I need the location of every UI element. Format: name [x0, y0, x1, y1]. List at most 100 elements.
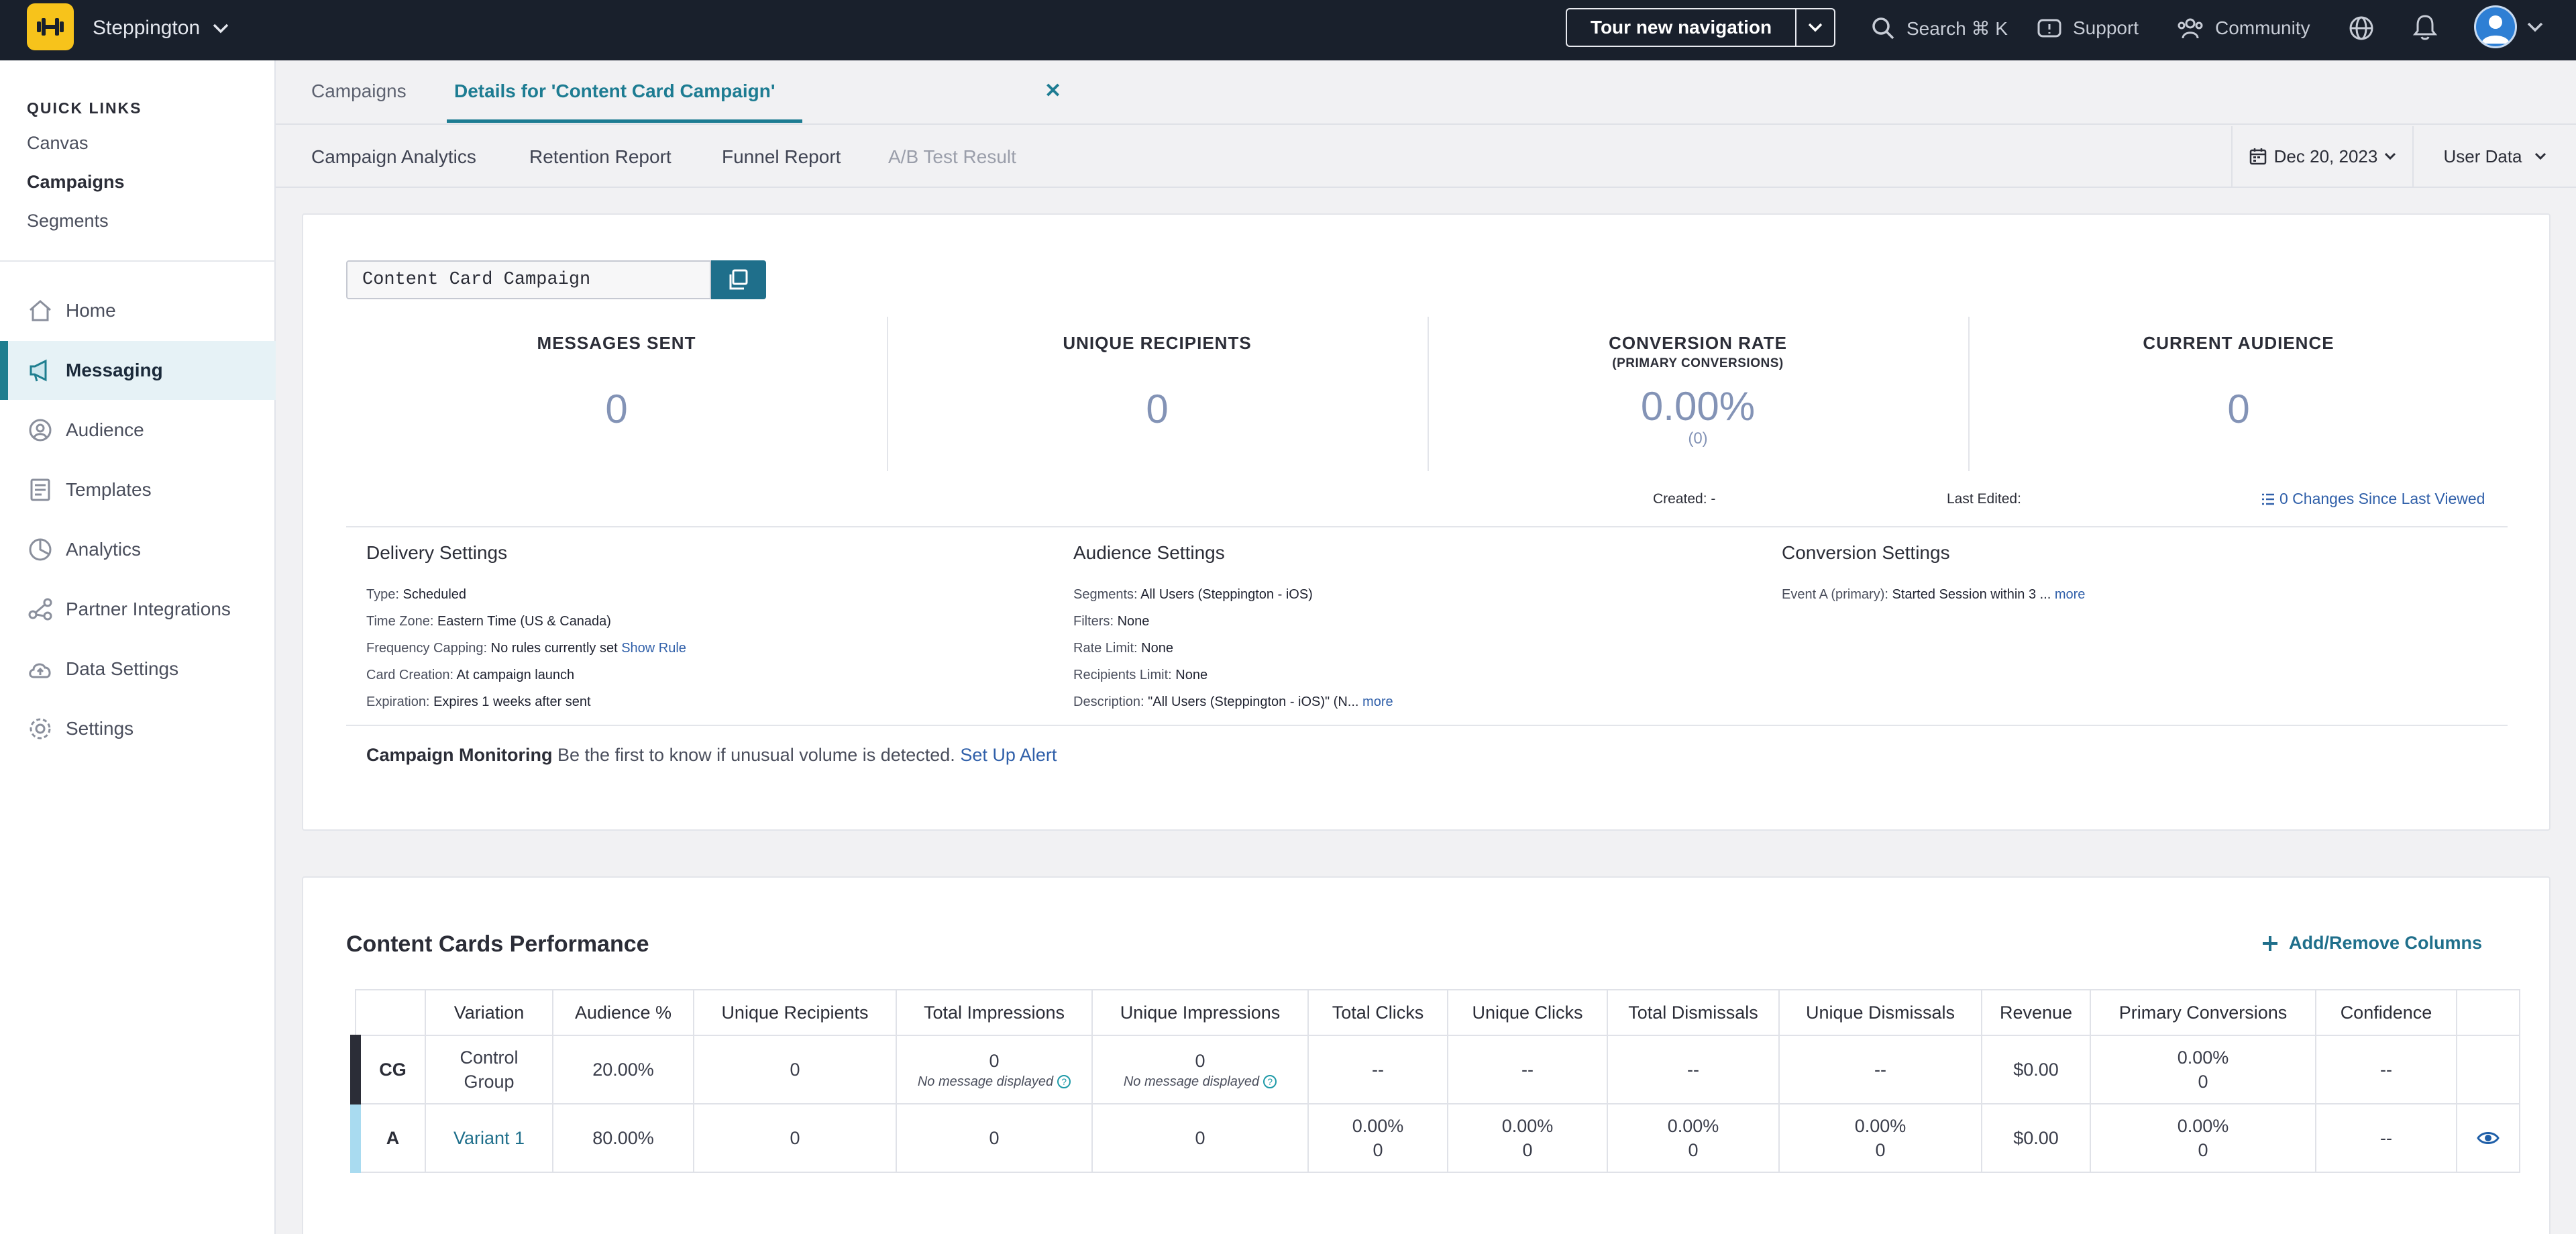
user-data-dropdown[interactable]: User Data [2412, 126, 2576, 187]
cell-value: 0 [1195, 1051, 1205, 1071]
metric-count: (0) [1688, 429, 1708, 448]
column-header-audience-pct: Audience % [552, 989, 694, 1036]
sidebar-item-settings[interactable]: Settings [0, 699, 276, 758]
confidence-cell: -- [2315, 1035, 2457, 1104]
search-label: Search ⌘ K [1907, 17, 2008, 39]
created-value: - [1711, 491, 1716, 507]
sidebar-item-label: Templates [66, 479, 152, 500]
date-picker[interactable]: Dec 20, 2023 [2231, 126, 2412, 187]
unique-impressions-cell: 0 [1091, 1103, 1309, 1173]
sidebar-item-data-settings[interactable]: Data Settings [0, 639, 276, 699]
metric-messages-sent: MESSAGES SENT 0 [346, 317, 887, 471]
setting-description: Description: "All Users (Steppington - i… [1073, 688, 1744, 715]
sidebar-item-label: Settings [66, 718, 134, 739]
tour-navigation-button[interactable]: Tour new navigation [1566, 8, 1835, 47]
cell-value: 0 [989, 1051, 1000, 1071]
unique-dismissals-cell: -- [1778, 1035, 1982, 1104]
notifications-button[interactable] [2412, 13, 2438, 42]
setting-conversion-event: Event A (primary): Started Session withi… [1782, 581, 2453, 608]
add-remove-columns-button[interactable]: Add/Remove Columns [2261, 933, 2482, 954]
setting-filters: Filters: None [1073, 608, 1744, 635]
primary-conversions-cell: 0.00% 0 [2090, 1035, 2316, 1104]
tab-campaigns[interactable]: Campaigns [311, 81, 407, 101]
bell-icon [2412, 15, 2438, 40]
setting-value: All Users (Steppington - iOS) [1140, 587, 1313, 602]
calendar-icon [2249, 148, 2266, 165]
chevron-down-icon [213, 23, 229, 34]
column-header-variation: Variation [425, 989, 553, 1036]
setting-label: Description: [1073, 695, 1144, 709]
subtab-retention-report[interactable]: Retention Report [529, 146, 672, 167]
no-message-note: No message displayed? [897, 1073, 1091, 1090]
app-logo[interactable] [27, 3, 74, 50]
community-button[interactable]: Community [2176, 15, 2310, 42]
sidebar-item-analytics[interactable]: Analytics [0, 520, 276, 579]
sidebar-item-templates[interactable]: Templates [0, 460, 276, 519]
total-dismissals-cell: 0.00% 0 [1607, 1103, 1780, 1173]
setting-time-zone: Time Zone: Eastern Time (US & Canada) [366, 608, 1037, 635]
campaign-name-field[interactable]: Content Card Campaign [346, 260, 711, 299]
delivery-settings: Delivery Settings Type: Scheduled Time Z… [366, 542, 1037, 715]
audience-icon [29, 419, 52, 442]
divider [346, 725, 2508, 726]
variant-code: A [350, 1103, 426, 1173]
preview-eye-icon[interactable] [2477, 1130, 2500, 1146]
column-header [2456, 989, 2520, 1036]
metric-subtitle: (PRIMARY CONVERSIONS) [1612, 356, 1784, 370]
tour-dropdown-toggle[interactable] [1796, 9, 1834, 46]
tab-campaign-details[interactable]: Details for 'Content Card Campaign' [454, 81, 775, 101]
content-cards-performance-card: Content Cards Performance Add/Remove Col… [302, 876, 2551, 1234]
description-more-link[interactable]: more [1362, 695, 1393, 709]
sidebar-item-label: Messaging [66, 360, 163, 380]
language-button[interactable] [2348, 15, 2375, 42]
metric-title: UNIQUE RECIPIENTS [1063, 333, 1252, 353]
total-impressions-cell: 0 [896, 1103, 1093, 1173]
campaign-summary-card: Content Card Campaign MESSAGES SENT 0 UN… [302, 213, 2551, 831]
revenue-cell: $0.00 [1981, 1035, 2091, 1104]
column-header-unique-impressions: Unique Impressions [1091, 989, 1309, 1036]
metric-value: 0 [1146, 387, 1169, 431]
subtab-funnel-report[interactable]: Funnel Report [722, 146, 841, 167]
copy-button[interactable] [711, 260, 766, 299]
info-icon[interactable]: ? [1057, 1075, 1071, 1088]
setting-type: Type: Scheduled [366, 581, 1037, 608]
setting-value: No rules currently set [490, 641, 618, 656]
changes-since-last-viewed-link[interactable]: 0 Changes Since Last Viewed [2261, 490, 2485, 508]
setting-segments: Segments: All Users (Steppington - iOS) [1073, 581, 1744, 608]
dumbbell-icon [37, 18, 64, 36]
subtab-campaign-analytics[interactable]: Campaign Analytics [311, 146, 476, 167]
conversion-more-link[interactable]: more [2054, 587, 2086, 602]
setting-value: "All Users (Steppington - iOS)" (N... [1148, 695, 1359, 709]
metric-value: 0 [2227, 387, 2250, 431]
quick-link-canvas[interactable]: Canvas [27, 133, 89, 153]
user-menu[interactable] [2474, 5, 2544, 48]
setting-label: Filters: [1073, 614, 1114, 629]
setting-card-creation: Card Creation: At campaign launch [366, 662, 1037, 688]
setting-value: None [1117, 614, 1150, 629]
workspace-switcher[interactable]: Steppington [93, 16, 229, 40]
monitoring-text: Be the first to know if unusual volume i… [557, 745, 955, 765]
sidebar-item-audience[interactable]: Audience [0, 401, 276, 460]
set-up-alert-link[interactable]: Set Up Alert [960, 745, 1057, 765]
sidebar-item-messaging[interactable]: Messaging [0, 341, 276, 400]
variant-link[interactable]: Variant 1 [453, 1128, 525, 1148]
quick-link-segments[interactable]: Segments [27, 211, 109, 231]
subtab-ab-test-result: A/B Test Result [888, 146, 1016, 167]
quick-link-campaigns[interactable]: Campaigns [27, 172, 125, 192]
sidebar-item-partner-integrations[interactable]: Partner Integrations [0, 580, 276, 639]
revenue-cell: $0.00 [1981, 1103, 2091, 1173]
actions-cell [2456, 1103, 2520, 1173]
templates-icon [30, 478, 50, 501]
support-button[interactable]: Support [2037, 15, 2139, 42]
search-button[interactable]: Search ⌘ K [1870, 15, 2008, 42]
sidebar-item-home[interactable]: Home [0, 281, 276, 340]
total-clicks-cell: 0.00% 0 [1307, 1103, 1448, 1173]
close-tab-icon[interactable]: ✕ [1044, 80, 1062, 102]
table-header-row: Variation Audience % Unique Recipients T… [355, 989, 2520, 1036]
last-edited-label: Last Edited: [1947, 491, 2021, 507]
created-info: Created: - [1653, 491, 1715, 507]
info-icon[interactable]: ? [1263, 1075, 1277, 1088]
show-rule-link[interactable]: Show Rule [621, 641, 686, 656]
unique-clicks-cell: -- [1447, 1035, 1608, 1104]
no-message-note: No message displayed? [1093, 1073, 1307, 1090]
